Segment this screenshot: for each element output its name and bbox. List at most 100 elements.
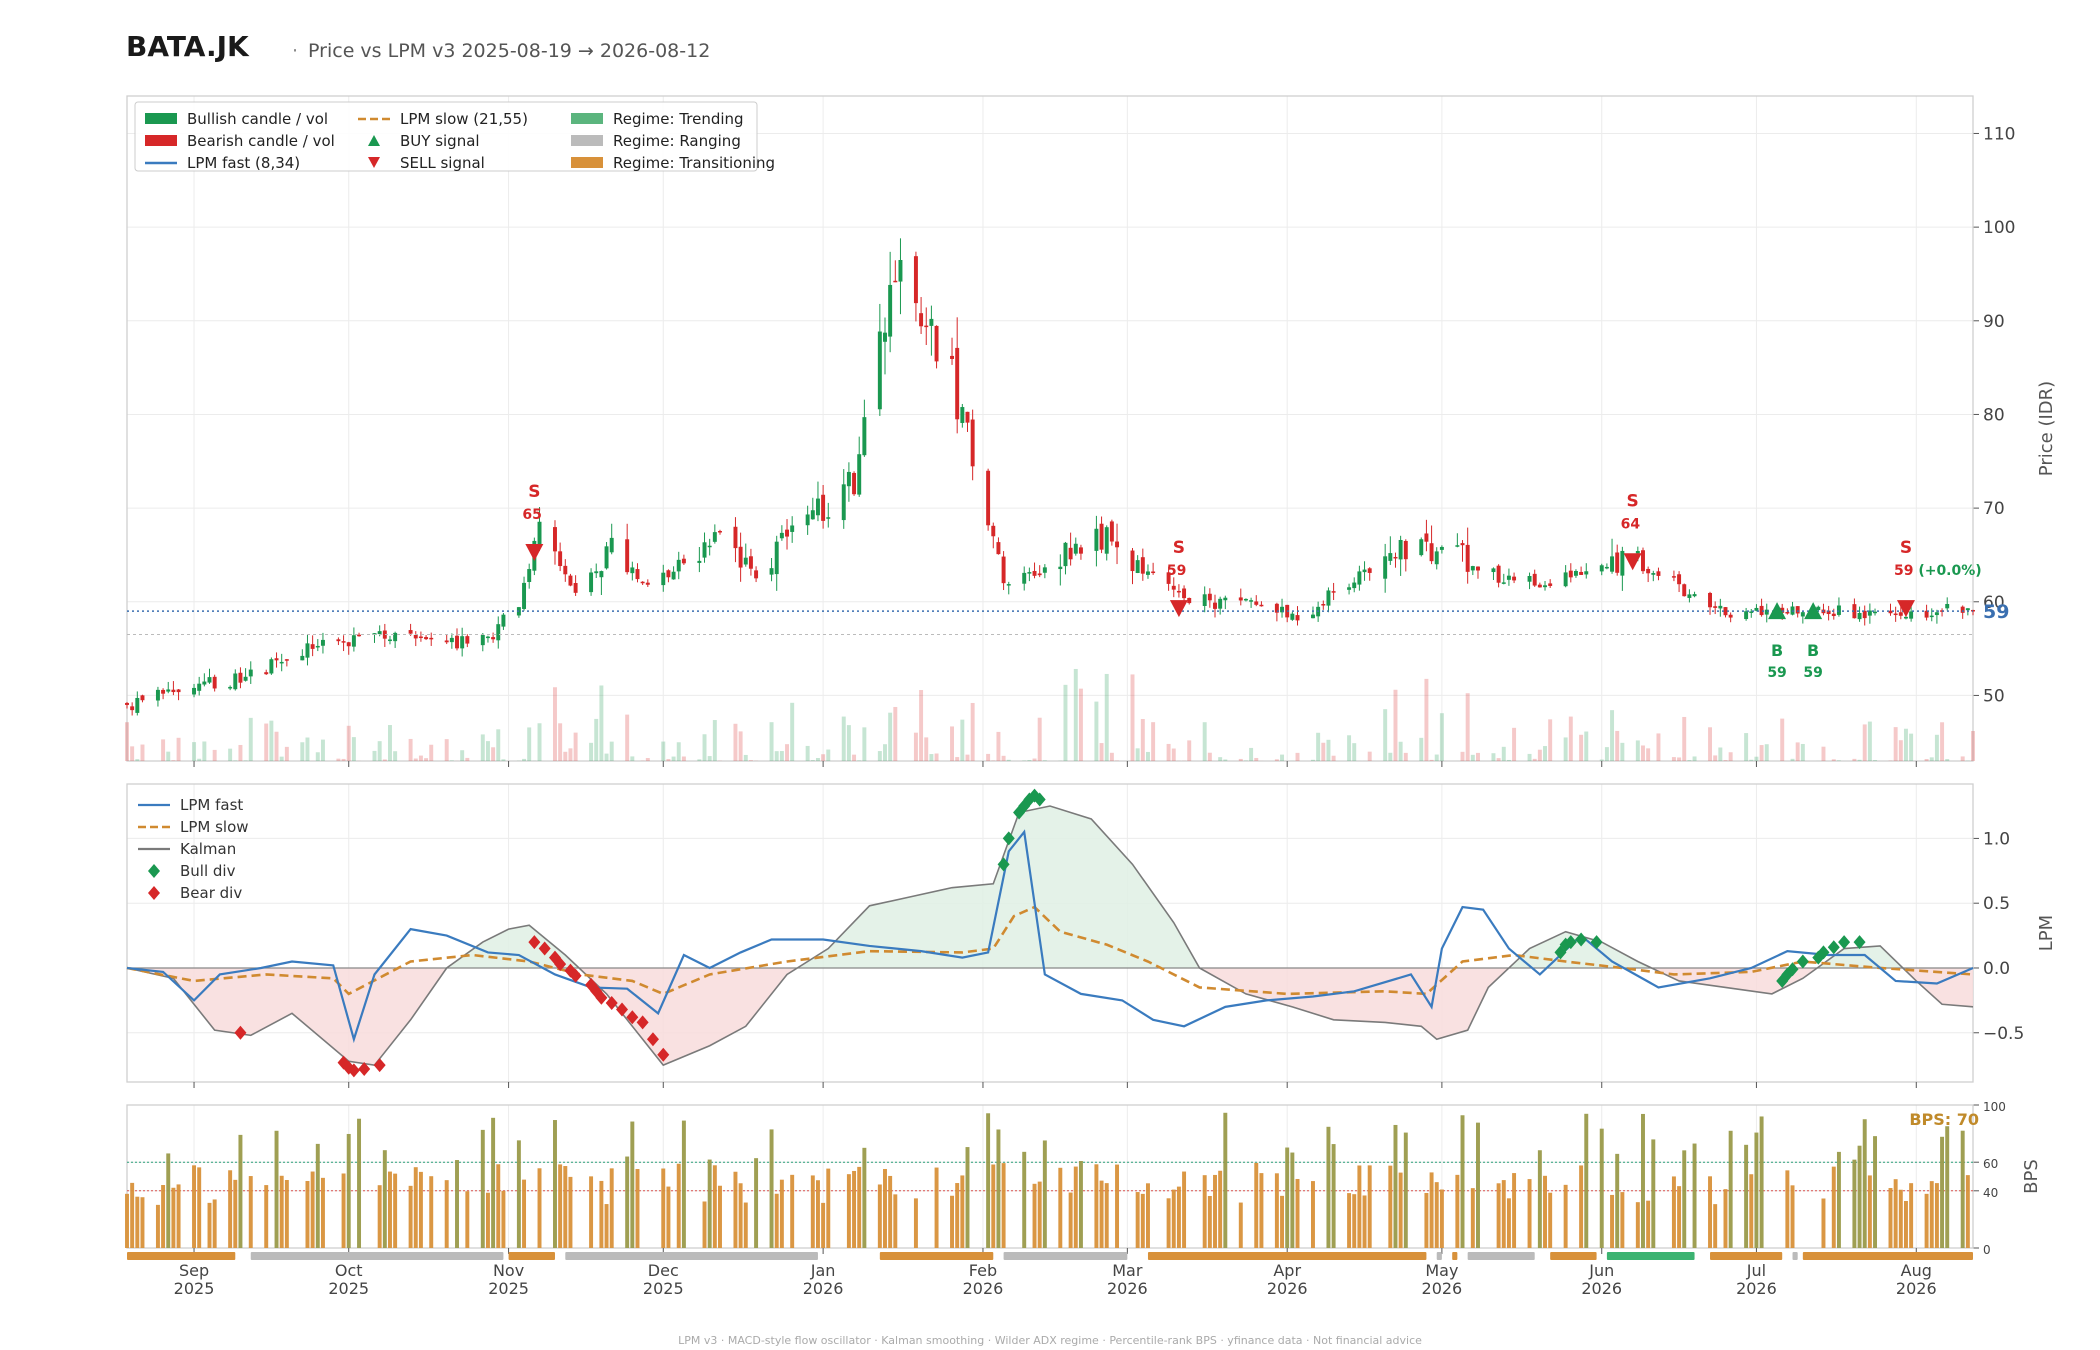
candle-body: [496, 624, 501, 641]
candle-body: [1424, 533, 1429, 542]
bps-bar: [733, 1171, 738, 1248]
bps-bar: [1326, 1126, 1331, 1248]
candle-body: [1434, 551, 1439, 565]
bps-bar: [1099, 1180, 1104, 1248]
regime-segment-ranging: [1467, 1252, 1535, 1260]
bps-ylabel: BPS: [2021, 1159, 2042, 1194]
bps-bar: [1924, 1193, 1929, 1248]
volume-bar: [1104, 673, 1109, 761]
bps-bar: [1677, 1186, 1682, 1248]
bps-bar: [228, 1170, 233, 1248]
volume-bar: [1924, 759, 1929, 761]
candle-body: [718, 530, 722, 533]
candle-body: [1238, 597, 1243, 601]
xtick-year-label: 2026: [963, 1279, 1004, 1298]
candle-body: [1671, 576, 1676, 578]
volume-bar: [1945, 759, 1950, 761]
bps-annotation: BPS: 70: [1909, 1110, 1979, 1129]
volume-bar: [192, 742, 197, 761]
bear-div-marker: [538, 941, 551, 956]
candle-body: [1610, 556, 1615, 572]
volume-bar: [1460, 751, 1465, 761]
bps-bar: [1836, 1151, 1841, 1248]
bps-bar: [1615, 1153, 1620, 1248]
bps-bar: [1455, 1174, 1460, 1248]
bps-bar: [1646, 1200, 1651, 1248]
volume-bar: [774, 751, 779, 761]
bps-bar: [1506, 1198, 1511, 1248]
volume-bar: [1749, 759, 1754, 761]
volume-bar: [785, 744, 789, 761]
sell-signal-value: 64: [1621, 516, 1641, 532]
bps-bar: [408, 1185, 413, 1248]
candle-body: [1274, 603, 1279, 613]
bps-bar: [1476, 1122, 1480, 1248]
candle-body: [1749, 611, 1754, 613]
bps-bar: [1460, 1115, 1465, 1248]
volume-bar: [852, 754, 857, 761]
volume-bar: [970, 702, 975, 761]
xtick-month-label: Oct: [335, 1261, 363, 1280]
bps-bar: [1213, 1174, 1217, 1248]
volume-bar: [1929, 757, 1934, 761]
candle-body: [661, 572, 666, 586]
bps-bar: [197, 1167, 202, 1248]
bull-div-marker: [1827, 940, 1840, 955]
bps-bar: [1496, 1183, 1501, 1248]
candle-body: [563, 565, 568, 575]
candle-body: [1223, 597, 1228, 601]
candle-body: [697, 560, 702, 563]
candle-body: [810, 510, 815, 520]
candle-body: [166, 689, 171, 692]
volume-bar: [1568, 716, 1573, 761]
bps-bar: [1862, 1119, 1867, 1248]
bps-frame: [126, 1104, 1974, 1249]
candle-body: [1027, 572, 1032, 574]
volume-bar: [1671, 757, 1676, 761]
candle-body: [594, 571, 599, 574]
bull-div-marker: [1564, 935, 1577, 950]
legend-label: SELL signal: [400, 154, 485, 172]
candle-body: [862, 417, 867, 456]
candle-body: [898, 260, 903, 282]
volume-bar: [480, 734, 485, 761]
volume-bar: [960, 719, 965, 761]
candle-body: [1800, 612, 1805, 617]
volume-bar: [712, 720, 717, 761]
bps-bar: [1223, 1112, 1228, 1248]
volume-bar: [1898, 740, 1903, 761]
bull-div-marker: [1033, 792, 1046, 807]
price-ytick-label: 50: [1983, 686, 2005, 706]
bps-bar: [1238, 1202, 1243, 1248]
volume-bar: [748, 760, 753, 761]
xtick-month-label: Aug: [1901, 1261, 1932, 1280]
sell-signal-value: 59: [1167, 563, 1186, 579]
volume-bar: [805, 745, 810, 761]
candle-body: [702, 542, 707, 558]
volume-bar: [1615, 730, 1620, 761]
bps-bar: [986, 1113, 991, 1248]
regime-segment-transitioning: [127, 1252, 236, 1260]
volume-bar: [893, 706, 898, 761]
candle-body: [1331, 591, 1336, 593]
bps-bar: [393, 1173, 398, 1248]
volume-bar: [877, 751, 882, 761]
legend-swatch: [368, 135, 380, 146]
volume-bar: [341, 758, 346, 761]
legend-label: LPM slow: [180, 818, 249, 836]
candle-body: [877, 331, 882, 410]
regime-segment-trending: [1606, 1252, 1695, 1260]
candle-body: [589, 572, 594, 593]
candle-body: [1213, 602, 1217, 609]
volume-bar: [382, 759, 387, 761]
bps-bar: [1176, 1186, 1181, 1248]
bps-bar: [883, 1168, 887, 1248]
bear-div-marker: [605, 995, 618, 1010]
candle-body: [666, 570, 671, 578]
volume-bar: [537, 723, 542, 761]
candle-body: [934, 325, 939, 362]
volume-bar: [1563, 737, 1568, 761]
candle-body: [1460, 543, 1465, 546]
bps-bar: [1073, 1166, 1078, 1248]
volume-bar: [284, 746, 289, 761]
